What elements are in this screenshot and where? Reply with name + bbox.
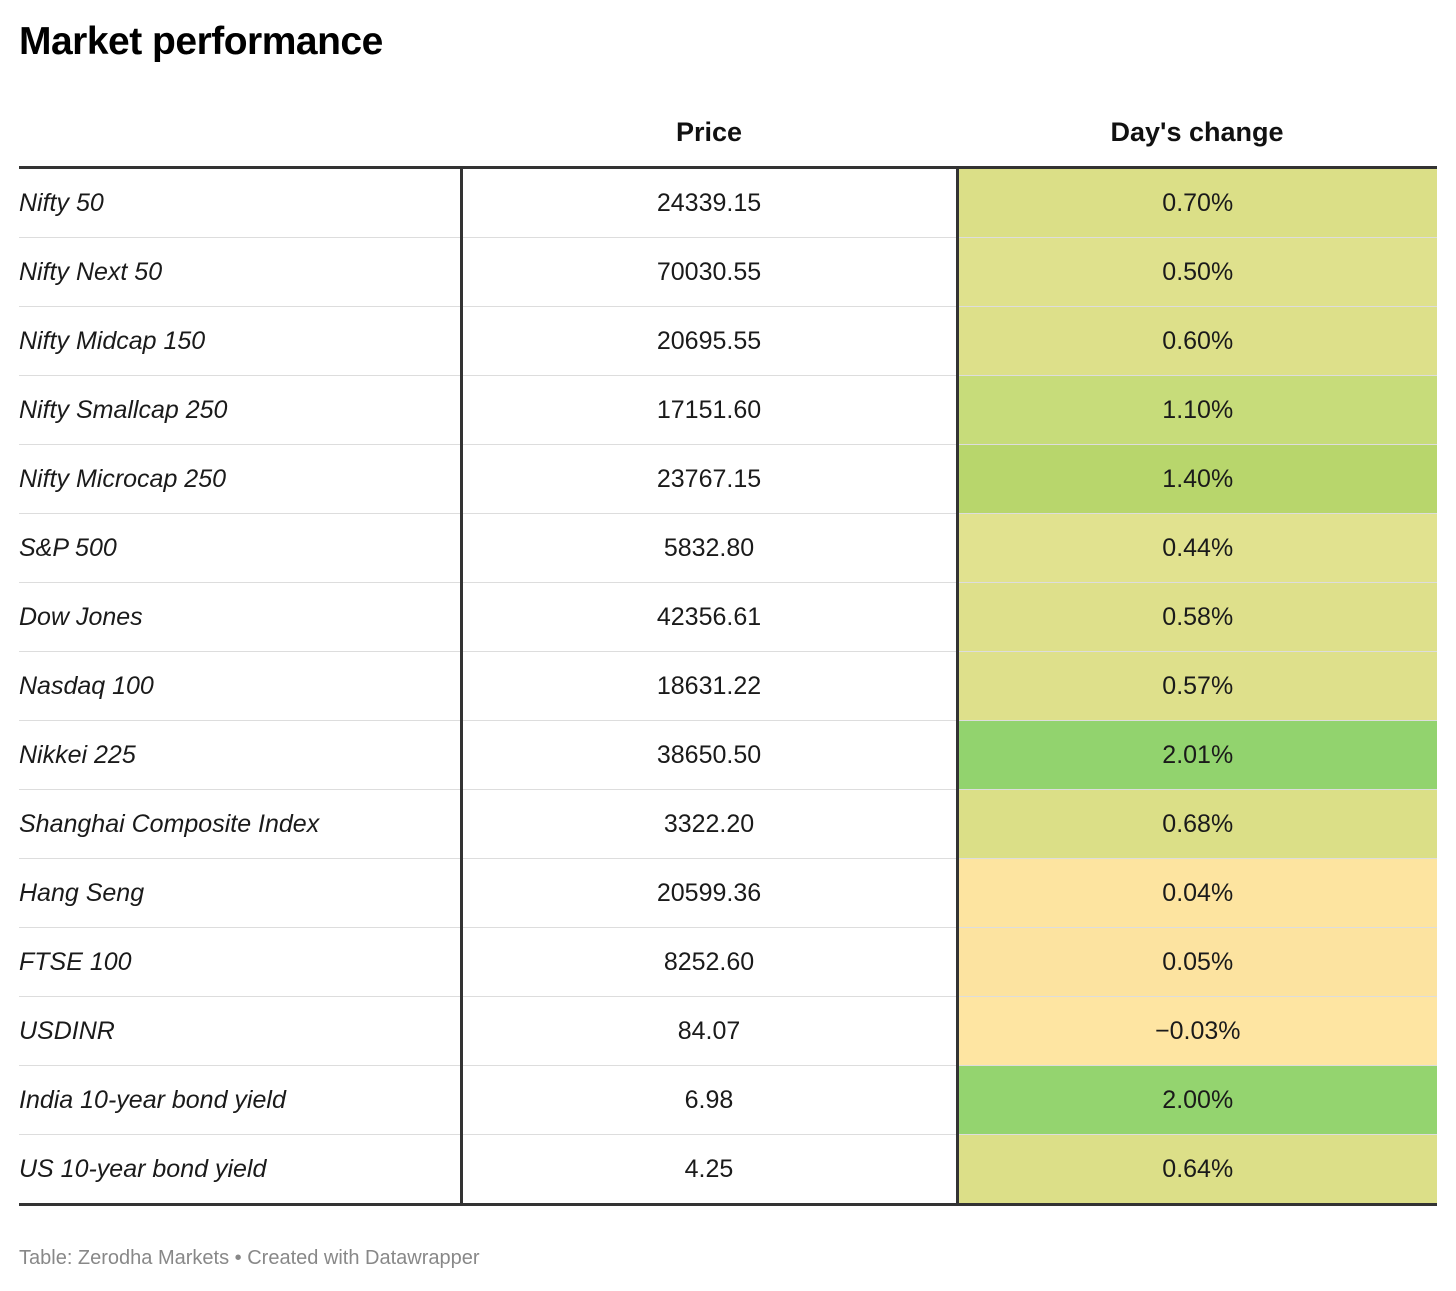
column-header-change: Day's change [957,98,1437,169]
table-row: Nifty Smallcap 250 17151.60 1.10% [19,375,1437,445]
index-name-cell: Nifty Midcap 150 [19,306,461,376]
price-cell: 5832.80 [459,513,957,583]
index-name-cell: USDINR [19,996,461,1066]
table-row: Shanghai Composite Index 3322.20 0.68% [19,789,1437,859]
source-footer: Table: Zerodha Markets • Created with Da… [19,1247,480,1269]
price-cell: 24339.15 [459,167,957,238]
table-row: Nifty Microcap 250 23767.15 1.40% [19,444,1437,514]
day-change-cell: 0.70% [955,167,1437,238]
index-name-cell: FTSE 100 [19,927,461,997]
day-change-cell: 0.68% [955,789,1437,859]
day-change-cell: 1.40% [955,444,1437,514]
index-name-cell: India 10-year bond yield [19,1065,461,1135]
index-name-cell: Nifty 50 [19,167,461,238]
day-change-cell: 1.10% [955,375,1437,445]
day-change-cell: 0.50% [955,237,1437,307]
price-cell: 20695.55 [459,306,957,376]
price-cell: 42356.61 [459,582,957,652]
table-body: Nifty 50 24339.15 0.70% Nifty Next 50 70030.… [19,167,1437,1206]
day-change-cell: 0.64% [955,1134,1437,1206]
price-cell: 70030.55 [459,237,957,307]
table-row: Nikkei 225 38650.50 2.01% [19,720,1437,790]
price-cell: 20599.36 [459,858,957,928]
table-row: FTSE 100 8252.60 0.05% [19,927,1437,997]
day-change-cell: 0.57% [955,651,1437,721]
price-cell: 8252.60 [459,927,957,997]
table-row: Nifty Next 50 70030.55 0.50% [19,237,1437,307]
price-cell: 4.25 [459,1134,957,1206]
day-change-cell: 0.60% [955,306,1437,376]
index-name-cell: Shanghai Composite Index [19,789,461,859]
table-row: Nifty 50 24339.15 0.70% [19,167,1437,238]
table-row: US 10-year bond yield 4.25 0.64% [19,1134,1437,1206]
table-row: Hang Seng 20599.36 0.04% [19,858,1437,928]
price-cell: 3322.20 [459,789,957,859]
table-row: Nifty Midcap 150 20695.55 0.60% [19,306,1437,376]
index-name-cell: US 10-year bond yield [19,1134,461,1206]
day-change-cell: 0.04% [955,858,1437,928]
day-change-cell: −0.03% [955,996,1437,1066]
table-row: India 10-year bond yield 6.98 2.00% [19,1065,1437,1135]
day-change-cell: 0.05% [955,927,1437,997]
market-performance-table: Price Day's change Nifty 50 24339.15 0.70%… [19,98,1437,1206]
price-cell: 84.07 [459,996,957,1066]
day-change-cell: 2.01% [955,720,1437,790]
price-cell: 17151.60 [459,375,957,445]
index-name-cell: Nifty Smallcap 250 [19,375,461,445]
table-row: Dow Jones 42356.61 0.58% [19,582,1437,652]
index-name-cell: Dow Jones [19,582,461,652]
price-cell: 18631.22 [459,651,957,721]
index-name-cell: Nasdaq 100 [19,651,461,721]
column-header-name [19,98,461,169]
day-change-cell: 0.44% [955,513,1437,583]
price-cell: 23767.15 [459,444,957,514]
index-name-cell: Hang Seng [19,858,461,928]
table-row: USDINR 84.07 −0.03% [19,996,1437,1066]
table-row: Nasdaq 100 18631.22 0.57% [19,651,1437,721]
column-header-price: Price [461,98,957,169]
price-cell: 6.98 [459,1065,957,1135]
day-change-cell: 0.58% [955,582,1437,652]
table-title: Market performance [19,20,383,63]
header-row: Price Day's change [19,98,1437,169]
day-change-cell: 2.00% [955,1065,1437,1135]
index-name-cell: S&P 500 [19,513,461,583]
table-row: S&P 500 5832.80 0.44% [19,513,1437,583]
index-name-cell: Nifty Microcap 250 [19,444,461,514]
price-cell: 38650.50 [459,720,957,790]
index-name-cell: Nikkei 225 [19,720,461,790]
index-name-cell: Nifty Next 50 [19,237,461,307]
